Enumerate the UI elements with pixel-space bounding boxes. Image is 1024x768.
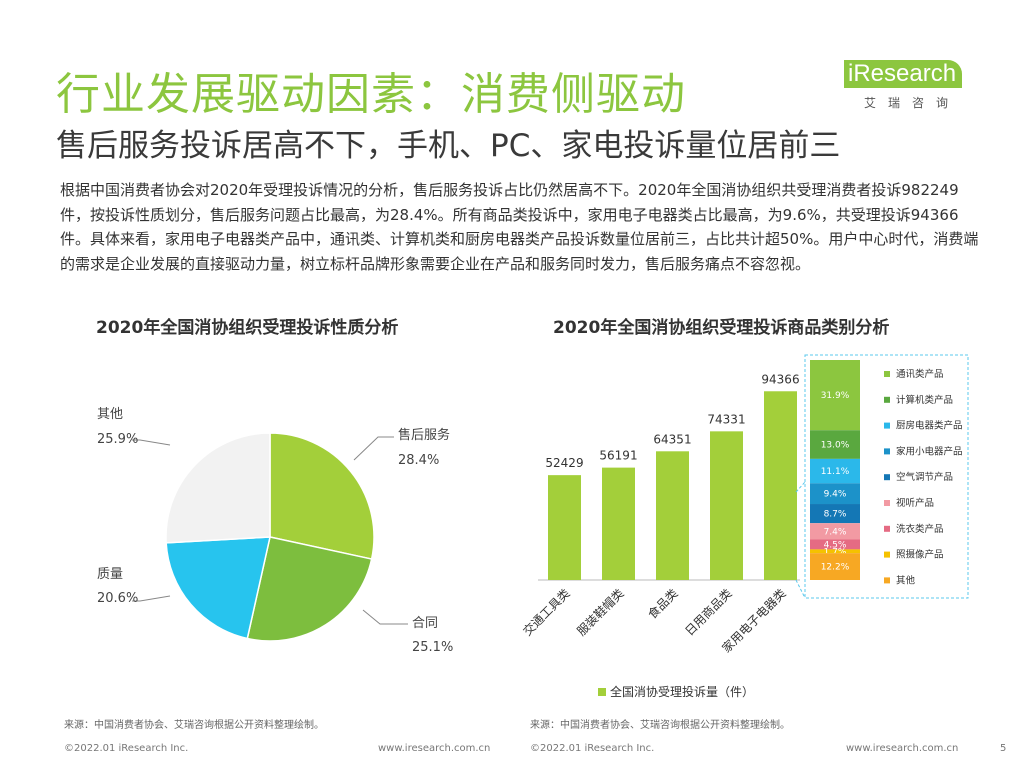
stack-segment-label: 31.9% <box>821 391 850 401</box>
stack-legend-swatch <box>884 474 890 481</box>
stack-segment <box>810 504 860 524</box>
stack-legend-swatch <box>884 577 890 584</box>
stack-legend-label: 通讯类产品 <box>896 368 944 380</box>
pie-leader-line <box>362 609 408 625</box>
footer-url-left: www.iresearch.com.cn <box>378 743 491 754</box>
stack-segment <box>810 553 860 580</box>
stack-legend-swatch <box>884 551 890 558</box>
pie-leader-line <box>132 439 171 446</box>
stack-segment <box>810 483 860 505</box>
bar <box>602 467 635 580</box>
logo-subtitle: 艾瑞咨询 <box>864 96 961 110</box>
bar-chart-title: 2020年全国消协组织受理投诉商品类别分析 <box>553 318 890 338</box>
stack-legend-swatch <box>884 396 890 403</box>
footer-copyright-left: ©2022.01 iResearch Inc. <box>64 743 189 754</box>
page-number: 5 <box>1000 743 1007 754</box>
iresearch-logo: iResearch 艾瑞咨询 <box>844 52 974 114</box>
connector-line <box>795 579 806 599</box>
footer-url-right: www.iresearch.com.cn <box>846 743 959 754</box>
stack-frame <box>804 354 969 599</box>
pie-chart: 售后服务 28.4% 合同 25.1% 质量 20.6% 其他 25.9% <box>97 407 453 655</box>
stack-legend-swatch <box>884 371 890 377</box>
stack-segment <box>810 360 860 431</box>
source-note-right: 来源：中国消费者协会、艾瑞咨询根据公开资料整理绘制。 <box>530 720 790 731</box>
stack-segment <box>810 458 860 484</box>
bar-value-label: 94366 <box>761 372 799 386</box>
bar-chart: 52429 交通工具类 56191 服装鞋帽类 64351 食品类 74331 日用商品类 94… <box>520 354 969 699</box>
stack-segment-label: 8.7% <box>824 510 847 520</box>
stack-segment <box>810 539 860 550</box>
bar-value-label: 74331 <box>707 412 745 426</box>
pie-leader-line <box>132 595 171 602</box>
stack-segment-label: 1.7% <box>824 547 847 557</box>
stack-legend-swatch <box>884 525 890 532</box>
stack-legend-swatch <box>884 422 890 429</box>
bar-value-label: 56191 <box>599 449 637 463</box>
stack-legend-label: 家用小电器产品 <box>896 445 963 457</box>
x-tick-label: 交通工具类 <box>520 586 573 639</box>
stack-legend-label: 视听产品 <box>896 497 934 509</box>
pie-slice-value: 25.9% <box>97 432 138 447</box>
stack-segment <box>810 549 860 554</box>
pie-slice-value: 20.6% <box>97 591 138 606</box>
stack-legend-label: 洗衣类产品 <box>896 523 944 535</box>
x-tick-label: 日用商品类 <box>682 586 735 639</box>
stack-segment-label: 7.4% <box>824 527 847 537</box>
x-tick-label: 服装鞋帽类 <box>574 586 627 639</box>
page-subtitle: 售后服务投诉居高不下，手机、PC、家电投诉量位居前三 <box>56 128 841 164</box>
logo-wordmark: iResearch <box>844 60 963 88</box>
stack-legend-label: 照摄像产品 <box>896 549 944 561</box>
intro-paragraph: 根据中国消费者协会对2020年受理投诉情况的分析，售后服务投诉占比仍然居高不下。… <box>60 181 979 273</box>
stack-segment-label: 4.5% <box>824 540 847 550</box>
bar <box>710 431 743 580</box>
bar-value-label: 52429 <box>545 456 583 470</box>
bar-value-label: 64351 <box>653 432 691 446</box>
pie-slice-label: 其他 <box>97 407 123 422</box>
stack-segment <box>810 430 860 459</box>
bar <box>548 475 581 580</box>
bar <box>764 391 797 580</box>
pie-slice-value: 25.1% <box>412 640 453 655</box>
stack-legend-label: 计算机类产品 <box>896 394 953 406</box>
pie-slice-value: 28.4% <box>398 453 439 468</box>
pie-chart-title: 2020年全国消协组织受理投诉性质分析 <box>96 318 399 338</box>
stack-legend-label: 厨房电器类产品 <box>896 420 963 432</box>
legend-label: 全国消协受理投诉量（件） <box>610 684 754 699</box>
stack-legend-label: 空气调节产品 <box>896 471 953 483</box>
pie-slice-label: 质量 <box>97 567 123 582</box>
source-note-left: 来源：中国消费者协会、艾瑞咨询根据公开资料整理绘制。 <box>64 720 324 731</box>
stack-legend-label: 其他 <box>896 574 916 586</box>
stack-segment <box>810 523 860 540</box>
pie-slice <box>165 536 271 640</box>
connector-line <box>795 481 806 493</box>
x-tick-label: 食品类 <box>645 586 681 622</box>
pie-slice <box>269 432 375 560</box>
footer-copyright-right: ©2022.01 iResearch Inc. <box>530 743 655 754</box>
legend-swatch <box>598 688 606 696</box>
page-title: 行业发展驱动因素：消费侧驱动 <box>56 69 686 120</box>
stack-legend-swatch <box>884 448 890 455</box>
stack-segment-label: 13.0% <box>821 441 850 451</box>
pie-slice-label: 售后服务 <box>398 427 450 443</box>
stack-segment-label: 12.2% <box>821 563 850 573</box>
stack-segment-label: 11.1% <box>821 467 850 477</box>
pie-slice-label: 合同 <box>412 616 438 631</box>
pie-slice <box>165 432 271 544</box>
stack-segment-label: 9.4% <box>824 490 847 500</box>
bar <box>656 451 689 580</box>
pie-slice <box>246 536 373 642</box>
stack-legend-swatch <box>884 500 890 506</box>
pie-leader-line <box>353 436 394 461</box>
